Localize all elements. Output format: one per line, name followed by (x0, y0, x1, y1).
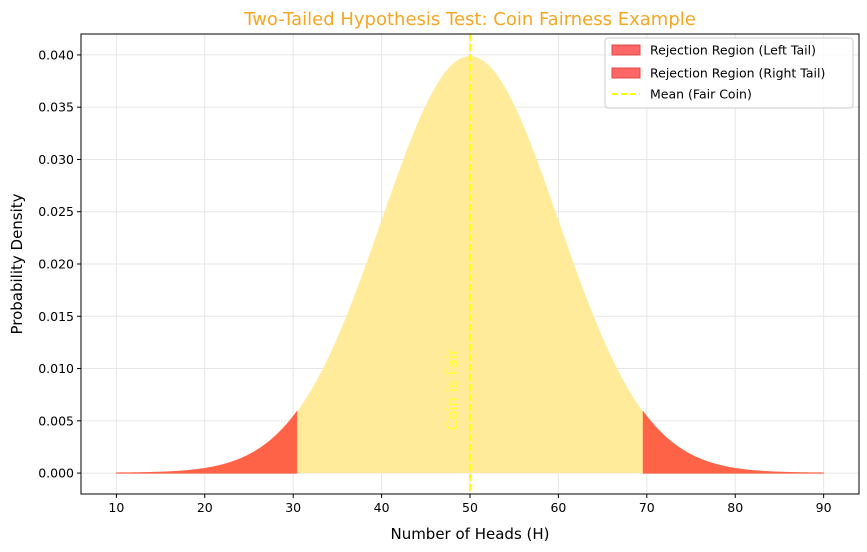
x-tick-label-0: 10 (108, 500, 124, 515)
legend-label-mean: Mean (Fair Coin) (650, 87, 752, 102)
y-axis-label: Probability Density (8, 193, 26, 334)
x-tick-label-6: 70 (639, 500, 655, 515)
x-tick-label-3: 40 (374, 500, 390, 515)
x-axis-label: Number of Heads (H) (390, 525, 549, 543)
legend-box (604, 37, 854, 109)
y-tick-label-0: 0.000 (38, 466, 74, 481)
x-tick-label-2: 30 (285, 500, 301, 515)
rejection-area-left (115, 410, 298, 474)
legend-label-left-tail: Rejection Region (Left Tail) (650, 43, 816, 58)
x-axis-ticks: 10 20 30 40 50 60 70 80 90 (108, 494, 832, 515)
y-tick-label-5: 0.025 (38, 204, 74, 219)
y-tick-label-2: 0.010 (38, 361, 74, 376)
rejection-area-right (642, 410, 825, 474)
chart-title: Two-Tailed Hypothesis Test: Coin Fairnes… (243, 9, 696, 30)
annotation-coin-is-fair: Coin is Fair (443, 348, 461, 430)
x-tick-label-7: 80 (727, 500, 743, 515)
y-axis-ticks: 0.000 0.005 0.010 0.015 0.020 0.025 0.030 0.035… (38, 47, 81, 481)
y-tick-label-8: 0.040 (38, 47, 74, 62)
legend-swatch-right-tail (611, 67, 641, 79)
x-tick-label-1: 20 (197, 500, 213, 515)
y-tick-label-7: 0.035 (38, 100, 74, 115)
x-tick-label-5: 60 (550, 500, 566, 515)
y-tick-label-1: 0.005 (38, 413, 74, 428)
y-tick-label-3: 0.015 (38, 309, 74, 324)
legend-swatch-left-tail (611, 44, 641, 56)
legend-label-right-tail: Rejection Region (Right Tail) (650, 66, 825, 81)
x-tick-label-8: 90 (816, 500, 832, 515)
y-tick-label-6: 0.030 (38, 152, 74, 167)
x-tick-label-4: 50 (462, 500, 478, 515)
y-tick-label-4: 0.020 (38, 257, 74, 272)
legend: Rejection Region (Left Tail) Rejection R… (604, 37, 854, 109)
